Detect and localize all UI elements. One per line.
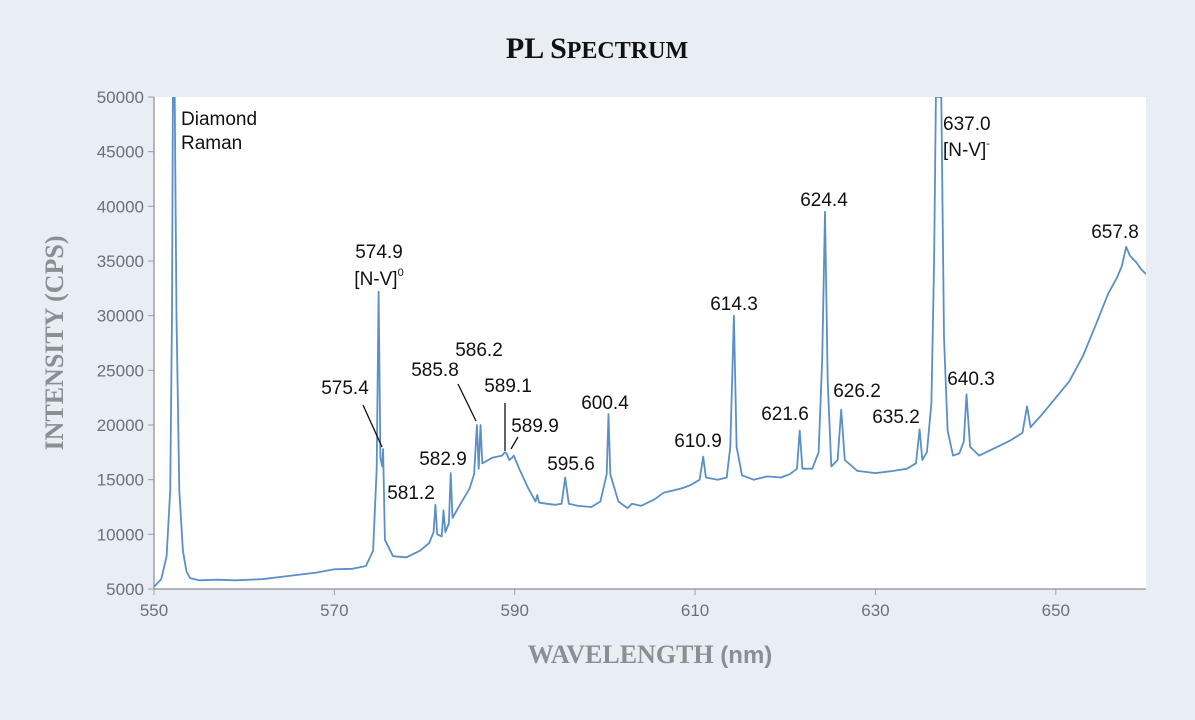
annotation-p6403-line0: 640.3 [947, 369, 995, 390]
leader-585-8 [457, 383, 477, 422]
annotation-p6262-line0: 626.2 [833, 381, 881, 402]
plot-area [154, 97, 1146, 589]
y-tick-label-30000: 30000 [97, 307, 144, 326]
annotation-p6578-line0: 657.8 [1091, 222, 1139, 243]
annotation-p6352-line0: 635.2 [872, 407, 920, 428]
annotation-p5862-line0: 586.2 [455, 340, 503, 361]
spectrum-line-0 [154, 97, 1146, 588]
annotation-raman-line0: Diamond [181, 109, 257, 130]
annotation-p5858-line0: 585.8 [411, 360, 459, 381]
x-tick-label-550: 550 [140, 601, 168, 620]
axis-ticks: 550 570 590 610 630 650 5000 10000 15000 20000 250… [97, 88, 1070, 620]
annotation-p6216-line0: 621.6 [761, 404, 809, 425]
y-tick-label-5000: 5000 [106, 580, 144, 599]
y-tick-label-20000: 20000 [97, 416, 144, 435]
annotation-p6370-line0: 637.0 [943, 114, 991, 135]
data-series [154, 97, 1146, 588]
annotation-p6143-line0: 614.3 [710, 294, 758, 315]
axes [153, 97, 1146, 590]
annotation-p5891-line0: 589.1 [484, 376, 532, 397]
annotation-p6370-line1: [N-V]- [943, 138, 990, 161]
y-tick-label-25000: 25000 [97, 361, 144, 380]
y-tick-label-15000: 15000 [97, 471, 144, 490]
y-tick-label-40000: 40000 [97, 197, 144, 216]
y-tick-label-50000: 50000 [97, 88, 144, 107]
x-tick-label-630: 630 [861, 601, 889, 620]
annotation-p5812-line0: 581.2 [387, 483, 435, 504]
x-tick-label-590: 590 [501, 601, 529, 620]
x-tick-label-650: 650 [1042, 601, 1070, 620]
y-tick-label-45000: 45000 [97, 143, 144, 162]
annotation-p5749-line0: 574.9 [355, 242, 403, 263]
annotation-p5899-line0: 589.9 [511, 416, 559, 437]
y-axis-title: INTENSITY (CPS) [40, 235, 69, 450]
axis-titles: WAVELENGTH (nm) INTENSITY (CPS) [40, 235, 772, 669]
y-tick-label-35000: 35000 [97, 252, 144, 271]
peak-annotations: Diamond Raman 574.9 [N-V]0 575.4 581.2 582.9 58… [181, 109, 1139, 504]
x-axis-title: WAVELENGTH (nm) [528, 640, 773, 669]
leader-589-9 [510, 436, 519, 450]
annotation-p6004-line0: 600.4 [581, 393, 629, 414]
x-tick-label-610: 610 [681, 601, 709, 620]
chart-title-text: PL SPECTRUM [506, 32, 688, 65]
chart-title: PL SPECTRUM [506, 32, 688, 65]
y-tick-label-10000: 10000 [97, 525, 144, 544]
annotation-p5754-line0: 575.4 [321, 378, 369, 399]
annotation-leaders [362, 383, 519, 451]
annotation-p5956-line0: 595.6 [547, 454, 595, 475]
x-tick-label-570: 570 [320, 601, 348, 620]
annotation-raman-line1: Raman [181, 133, 242, 154]
annotation-p5829-line0: 582.9 [419, 449, 467, 470]
annotation-p6109-line0: 610.9 [674, 431, 722, 452]
annotation-p6244-line0: 624.4 [800, 190, 848, 211]
leader-575-4 [362, 404, 383, 448]
annotation-p5749-line1: [N-V]0 [354, 267, 403, 290]
